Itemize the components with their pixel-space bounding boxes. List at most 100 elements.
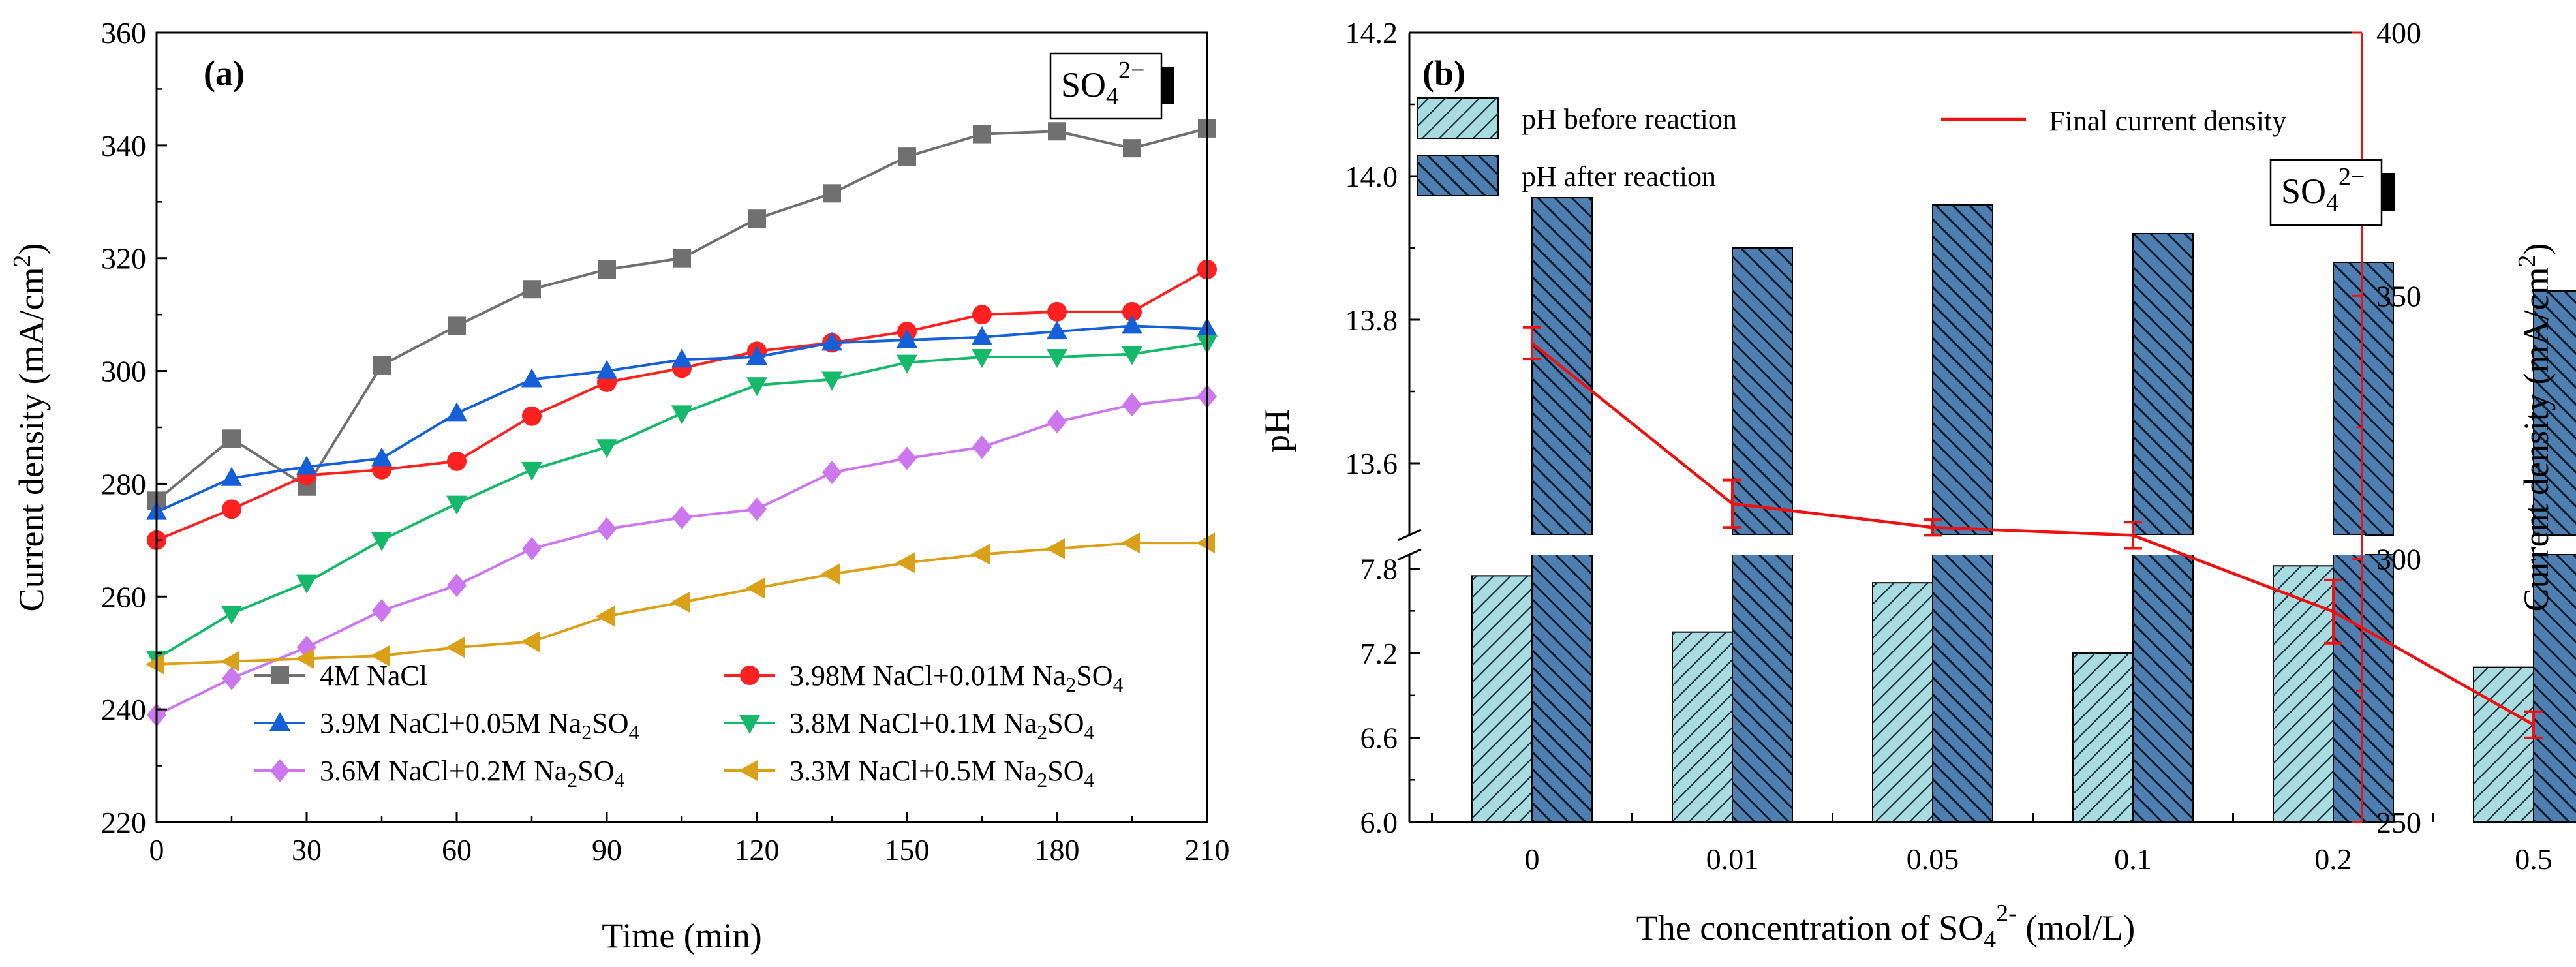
data-point <box>821 563 840 585</box>
legend-sub: 4 <box>629 720 639 744</box>
data-point <box>822 461 842 485</box>
x-tick-label: 120 <box>735 833 780 867</box>
data-point <box>446 402 467 422</box>
data-point <box>371 645 390 667</box>
legend-marker <box>740 666 759 685</box>
ion-sup: 2− <box>1118 57 1144 84</box>
legend-sub: 4 <box>1113 673 1124 696</box>
legend-text: 3.6M NaCl+0.2M Na <box>320 755 567 787</box>
legend-entry: 3.9M NaCl+0.05M Na2SO4 <box>254 707 639 744</box>
x-tick-label: 0.2 <box>2314 842 2352 876</box>
legend-label: 3.8M NaCl+0.1M Na2SO4 <box>790 707 1095 744</box>
data-point <box>522 536 542 560</box>
bar-hatch <box>2474 667 2534 822</box>
data-point <box>1122 393 1142 417</box>
legend-text: 3.8M NaCl+0.1M Na <box>790 707 1037 739</box>
legend-marker <box>739 715 760 734</box>
y-tick-label: 13.6 <box>1345 447 1398 480</box>
data-point <box>898 147 916 166</box>
y-tick-label: 260 <box>101 580 146 613</box>
bar-hatch <box>1732 248 1792 535</box>
data-point <box>446 495 467 515</box>
y2-tick-label: 400 <box>2376 16 2421 50</box>
bar-hatch <box>2133 555 2193 822</box>
legend-text: SO <box>1047 707 1084 739</box>
legend-swatch-hatch <box>1417 155 1498 196</box>
legend-sub: 4 <box>1084 720 1095 744</box>
legend-text: SO <box>1047 755 1084 787</box>
data-point <box>1046 538 1065 559</box>
legend-sub: 4 <box>1084 768 1095 791</box>
data-point <box>1047 410 1067 434</box>
legend-marker <box>270 759 290 782</box>
xlabel-sub: 4 <box>1984 926 1996 953</box>
x-tick-label: 180 <box>1035 833 1080 867</box>
data-point <box>673 249 691 268</box>
bar-hatch <box>1933 555 1993 822</box>
data-point <box>447 451 467 471</box>
legend-label: 3.9M NaCl+0.05M Na2SO4 <box>320 707 639 744</box>
data-point <box>972 435 992 459</box>
bar-hatch <box>1672 632 1732 822</box>
x-tick-label: 90 <box>592 833 622 867</box>
legend-sub: 2 <box>567 768 577 791</box>
legend-entry: 4M NaCl <box>254 660 427 692</box>
data-point <box>746 377 767 397</box>
data-point <box>1047 301 1067 322</box>
panel-label: (b) <box>1422 54 1465 93</box>
bar-hatch <box>1472 576 1532 822</box>
bar-hatch <box>1933 205 1993 535</box>
bar-hatch <box>1873 583 1933 822</box>
data-point <box>296 574 317 594</box>
legend-entry: pH after reaction <box>1417 155 1716 196</box>
data-point <box>522 406 542 426</box>
data-point <box>747 497 767 521</box>
series-5 <box>146 532 1215 675</box>
x-tick-label: 0.01 <box>1706 842 1759 876</box>
data-point <box>897 354 917 374</box>
legend-text: 3.98M NaCl+0.01M Na <box>790 660 1066 692</box>
legend-entry: 3.6M NaCl+0.2M Na2SO4 <box>254 755 625 791</box>
plot-frame <box>155 31 1208 823</box>
x-tick-label: 0 <box>1525 842 1540 876</box>
y-tick-label: 240 <box>101 693 146 726</box>
ion-badge-label: SO42− <box>2281 163 2365 217</box>
data-point <box>597 517 617 541</box>
legend-entry: 3.8M NaCl+0.1M Na2SO4 <box>724 707 1095 744</box>
legend-label: 4M NaCl <box>320 660 427 692</box>
ion-base: SO <box>2281 172 2326 211</box>
ion-sub: 4 <box>1106 83 1118 110</box>
ion-base: SO <box>1061 65 1106 104</box>
data-point <box>748 209 766 228</box>
ion-badge-box <box>2269 159 2383 226</box>
legend-sub: 2 <box>1066 673 1076 696</box>
data-point <box>373 356 391 375</box>
series-line <box>1531 342 2535 726</box>
y-tick-label: 340 <box>101 129 146 162</box>
data-point <box>372 598 391 622</box>
data-point <box>1122 315 1142 334</box>
data-point <box>746 345 767 365</box>
y2label-main: Current density (mA/cm <box>2517 268 2556 612</box>
y-tick-label: 220 <box>101 806 146 839</box>
xlabel-sup: 2- <box>1996 900 2017 927</box>
x-tick-label: 210 <box>1185 833 1230 867</box>
ion-sup: 2− <box>2338 163 2365 191</box>
data-point <box>823 184 841 203</box>
data-point <box>1123 139 1141 158</box>
data-point <box>523 280 541 299</box>
data-point <box>671 348 692 368</box>
y2-tick-label: 300 <box>2376 543 2421 576</box>
data-point <box>971 544 990 565</box>
panel-label: (a) <box>204 54 245 93</box>
data-point <box>1047 348 1067 368</box>
legend-label: pH before reaction <box>1522 103 1737 135</box>
bar-hatch <box>2534 291 2576 535</box>
data-point <box>1048 122 1066 141</box>
legend-text: 4M NaCl <box>320 660 427 692</box>
data-point <box>221 467 242 486</box>
x-tick-label: 30 <box>292 833 322 867</box>
legend-sub: 2 <box>1037 720 1047 744</box>
bar-hatch <box>1732 555 1792 822</box>
